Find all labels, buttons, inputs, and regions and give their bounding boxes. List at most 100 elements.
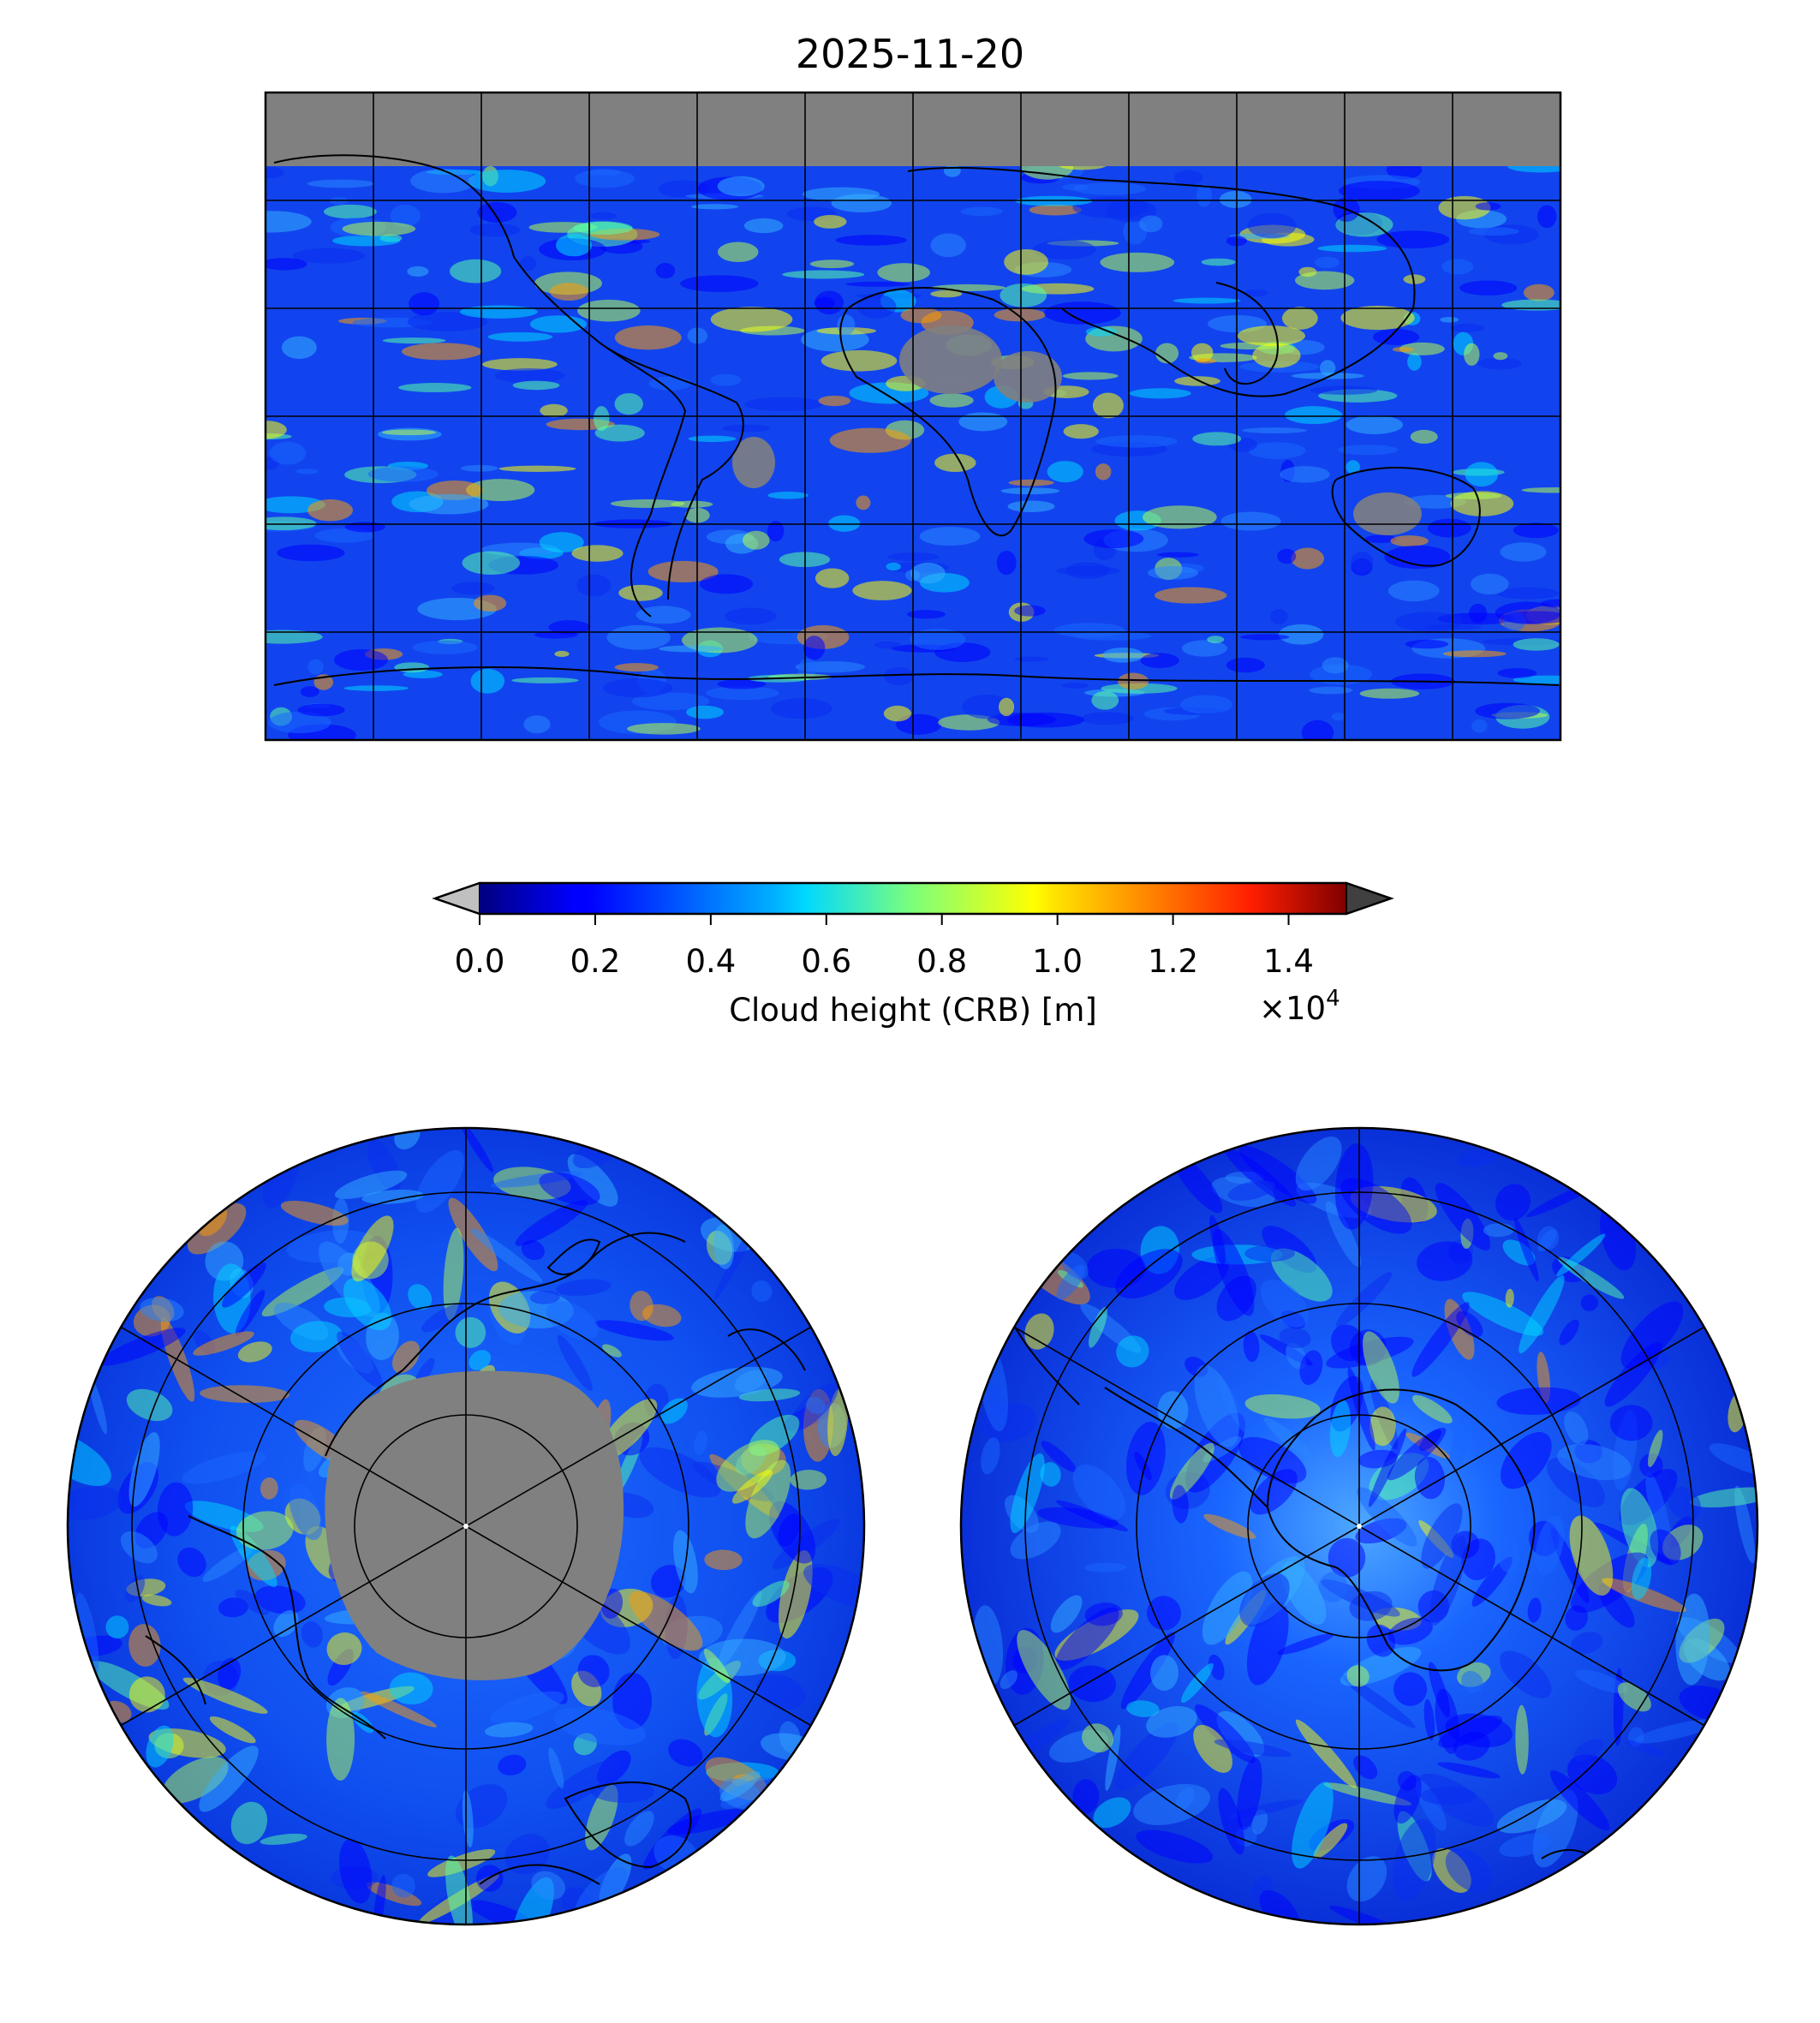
cloud-patch [1620, 1301, 1684, 1370]
cloud-patch [177, 1547, 206, 1578]
cloud-patch [146, 1725, 174, 1768]
cloud-patch [1557, 1443, 1632, 1481]
cloud-patch [512, 380, 560, 391]
cloud-patch [1277, 1633, 1334, 1656]
cloud-patch [722, 424, 771, 433]
cloud-patch [482, 358, 558, 371]
cloud-patch [1072, 1464, 1126, 1520]
cloud-patch [1392, 1819, 1436, 1901]
cloud-patch [1138, 215, 1163, 233]
cloud-patch [961, 206, 1003, 217]
global-cloud-field [266, 155, 1560, 740]
cloud-patch [459, 305, 538, 319]
cloud-patch [1521, 486, 1560, 493]
global-map [264, 91, 1562, 742]
cloud-patch [1085, 326, 1118, 337]
cloud-patch [125, 1575, 146, 1603]
cloud-patch [1475, 702, 1540, 719]
cloud-patch [412, 640, 478, 654]
cloud-patch [1609, 1405, 1653, 1441]
cloud-patch [790, 1470, 827, 1490]
cloud-patch [1220, 511, 1281, 531]
cloud-patch [1334, 1143, 1374, 1230]
cloud-patch [466, 479, 535, 502]
cloud-patch [1496, 1387, 1582, 1415]
cloud-patch [236, 1511, 294, 1550]
cloud-patch [521, 1239, 545, 1261]
cloud-patch [1329, 1399, 1352, 1458]
cloud-patch [381, 429, 437, 436]
cloud-patch [326, 1698, 355, 1781]
cloud-patch [126, 1388, 173, 1422]
cloud-patch [1072, 1779, 1100, 1814]
cloud-patch [1346, 460, 1360, 474]
cloud-patch [1331, 713, 1346, 721]
meridian-line [465, 1525, 815, 1728]
cloud-patch [307, 659, 324, 675]
cloud-patch [409, 493, 489, 515]
cloud-patch [209, 1716, 256, 1744]
cloud-patch [1468, 227, 1519, 236]
cloud-patch [477, 201, 517, 223]
cloud-patch [1440, 316, 1459, 323]
cloud-patch [1280, 466, 1330, 483]
cloud-patch [1044, 301, 1121, 325]
cloud-patch [1625, 1740, 1665, 1757]
cloud-patch [694, 1430, 708, 1455]
cloud-patch [557, 1334, 593, 1392]
cloud-patch [575, 169, 636, 188]
colorbar-tick-label: 1.2 [1148, 943, 1198, 980]
cloud-patch [469, 223, 521, 237]
cloud-patch [1471, 1556, 1513, 1607]
cloud-patch [1465, 462, 1499, 487]
cloud-patch [1056, 1264, 1085, 1300]
cloud-patch [390, 204, 421, 227]
cloud-patch [1429, 1536, 1467, 1626]
cloud-patch [1089, 1307, 1107, 1348]
cloud-patch [787, 1382, 839, 1433]
cloud-patch [1317, 244, 1387, 253]
cloud-patch [1180, 695, 1233, 714]
colorbar-over-extension [1346, 881, 1394, 916]
cloud-patch [1477, 357, 1522, 370]
cloud-patch [590, 212, 618, 220]
cloud-patch [1423, 1698, 1435, 1741]
cloud-patch [1082, 1723, 1113, 1753]
cloud-patch [222, 1262, 266, 1308]
cloud-patch [1244, 1393, 1321, 1419]
cloud-patch [934, 453, 976, 473]
cloud-patch [668, 1739, 703, 1767]
cloud-patch [1115, 1249, 1183, 1299]
cloud-patch [1207, 636, 1225, 644]
cloud-patch [1295, 1719, 1357, 1788]
cloud-patch [1242, 427, 1307, 434]
cloud-patch [743, 218, 784, 234]
no-data-patch [899, 325, 1002, 394]
cloud-patch [1146, 1706, 1197, 1738]
cloud-patch [717, 176, 765, 197]
cloud-patch [1260, 1279, 1310, 1328]
cloud-patch [448, 1197, 498, 1272]
cloud-patch [511, 677, 579, 683]
cloud-patch [1462, 1292, 1544, 1336]
meridian-line [1010, 1324, 1360, 1527]
cloud-patch [158, 1482, 194, 1537]
cloud-patch [831, 194, 892, 213]
cloud-patch [300, 686, 319, 697]
cloud-patch [1072, 196, 1149, 218]
cloud-patch [292, 248, 366, 264]
cloud-patch [994, 308, 1046, 322]
cloud-patch [539, 1172, 600, 1206]
colorbar-under-extension [432, 881, 480, 916]
cloud-patch [1226, 657, 1265, 673]
cloud-patch [688, 435, 737, 443]
cloud-patch [1648, 1429, 1663, 1468]
cloud-patch [235, 1290, 266, 1336]
cloud-patch [1279, 1327, 1311, 1349]
cloud-patch [1053, 623, 1125, 638]
cloud-patch [943, 164, 961, 177]
cloud-patch [1459, 280, 1518, 295]
cloud-patch [1278, 624, 1324, 645]
cloud-patch [1313, 1823, 1348, 1859]
cloud-patch [767, 492, 809, 499]
